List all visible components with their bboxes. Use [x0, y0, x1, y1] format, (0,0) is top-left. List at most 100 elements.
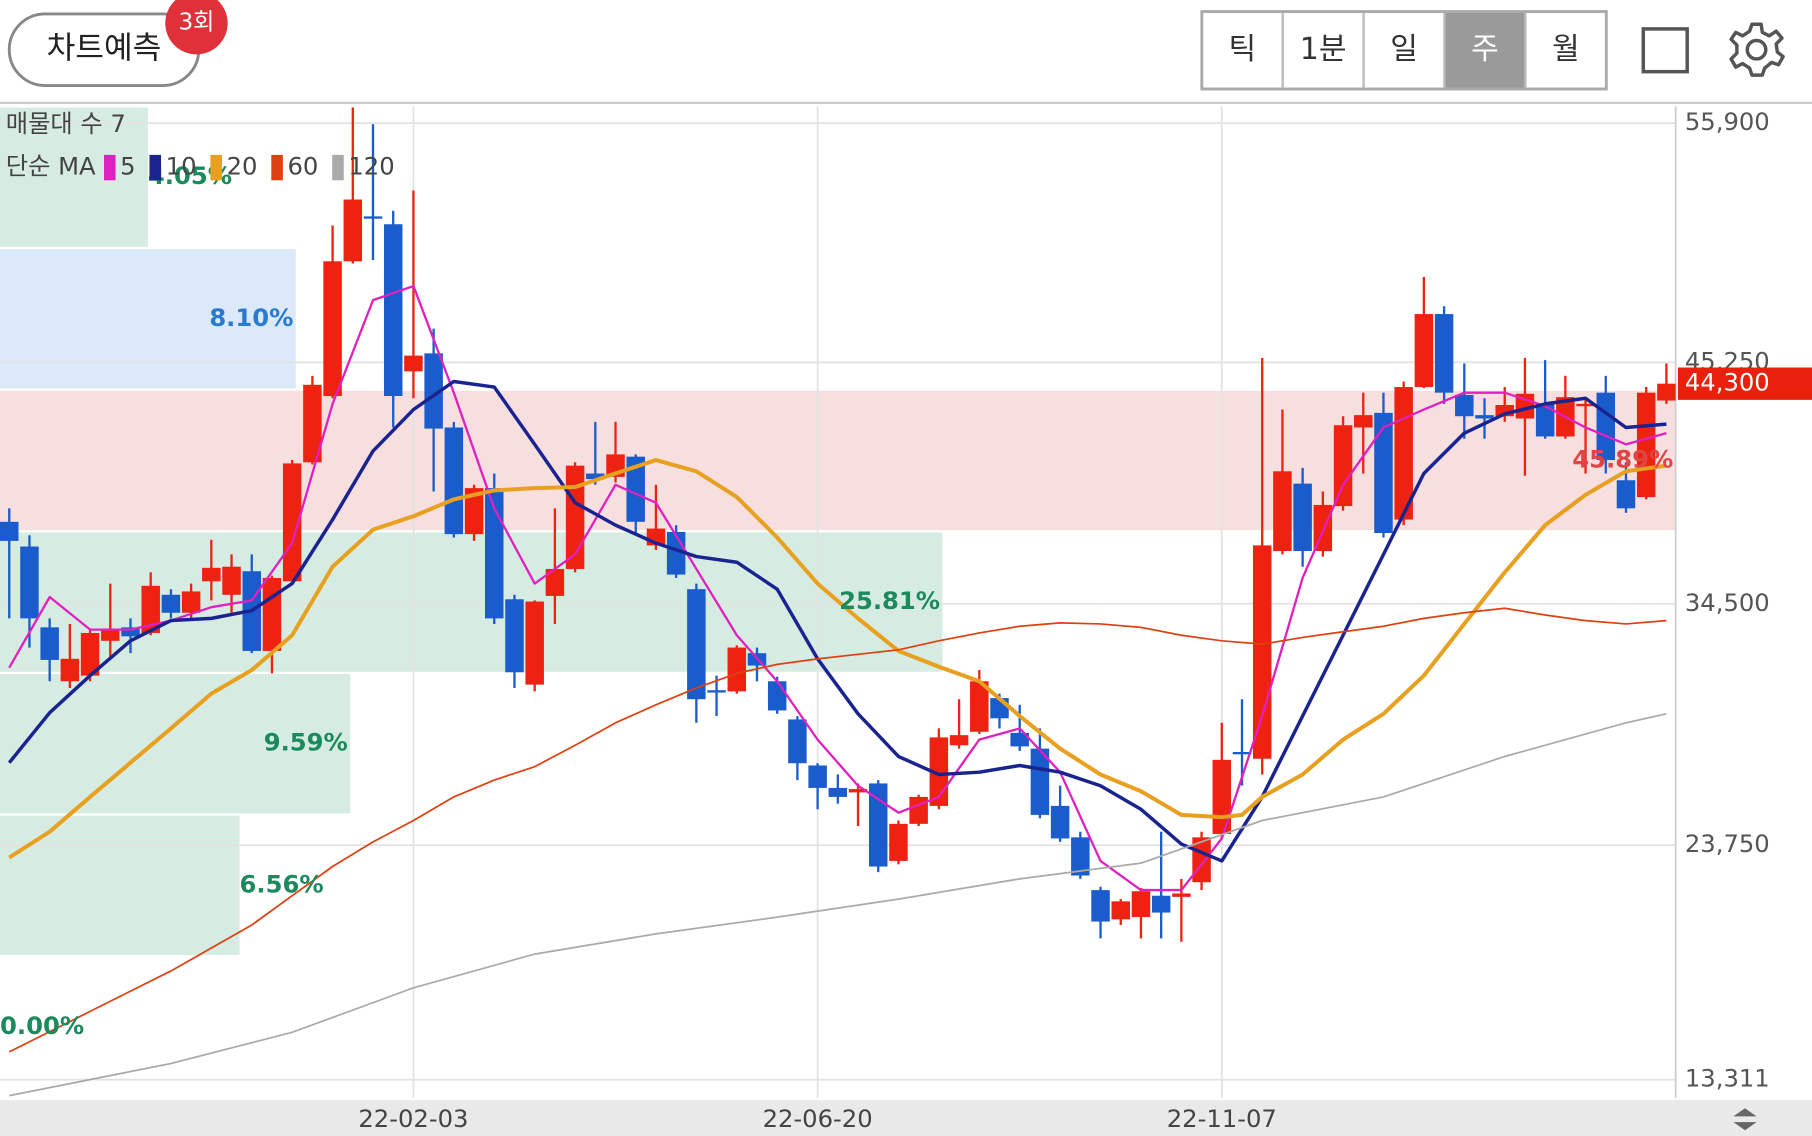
candle-body — [1071, 837, 1090, 876]
tab[interactable] — [1443, 10, 1527, 91]
candle-body — [1374, 412, 1393, 534]
candle-body — [323, 261, 342, 397]
period-tabs: 틱 1분 일 주 월 — [1200, 10, 1608, 91]
volume-profile-bar — [0, 107, 148, 247]
volume-profile-label: 45.89% — [1572, 444, 1673, 473]
ma-line — [9, 712, 1667, 1097]
gear-outline — [1729, 22, 1785, 77]
tab-label: 주 — [1471, 32, 1499, 67]
volume-profile-bar — [0, 815, 240, 956]
candle-body — [808, 765, 827, 788]
candle-body — [586, 473, 605, 480]
candle-body — [1414, 314, 1434, 388]
candle-body — [363, 216, 383, 219]
candle-body — [788, 719, 807, 764]
candle-body — [1151, 895, 1171, 913]
plot-area: 4.05%8.10%45.89%25.81%9.59%6.56%0.00% — [0, 106, 1677, 1098]
candle-body — [141, 585, 160, 633]
legend-swatch — [332, 154, 344, 181]
candle-body — [222, 566, 241, 595]
candle-body — [1010, 732, 1029, 747]
ma-label: 단순 MA — [6, 152, 96, 181]
candle-body — [1212, 759, 1232, 834]
tab-label: 일 — [1390, 32, 1418, 67]
candle-body — [485, 488, 504, 619]
candle-body — [404, 355, 423, 372]
candle-body — [383, 224, 403, 397]
candle-body — [626, 456, 645, 522]
candle-body — [848, 789, 868, 793]
predict-button-label: 차트예측 — [47, 31, 162, 67]
candle-body — [1232, 751, 1252, 755]
legend-label: 20 — [227, 152, 258, 181]
ma-line — [8, 284, 1667, 892]
arrow-up — [1733, 1108, 1757, 1117]
candle-body — [424, 353, 443, 429]
square-icon[interactable] — [1641, 27, 1689, 74]
candle-body — [565, 465, 585, 569]
profile-label: 매물대 수 7 — [6, 109, 126, 138]
candle-body — [1333, 425, 1353, 507]
volume-profile-label: 6.56% — [240, 869, 324, 898]
legend-swatch — [210, 154, 222, 181]
tab-label: 틱 — [1228, 32, 1256, 67]
candle-body — [0, 521, 19, 541]
volume-profile-label: 8.10% — [209, 303, 293, 332]
candle-body — [1273, 471, 1292, 551]
candle-body — [101, 629, 120, 641]
candle-body — [202, 567, 221, 582]
volume-profile-bar — [0, 674, 351, 814]
candle-body — [40, 627, 59, 660]
x-axis: 22-02-03 22-06-20 22-11-07 — [358, 1104, 1276, 1133]
candle-body — [343, 199, 363, 262]
legend-label: 10 — [166, 152, 197, 181]
candle-body — [1172, 893, 1191, 897]
header: 차트예측 3회 틱 1분 일 주 월 — [0, 0, 1812, 105]
legend-label: 60 — [287, 152, 318, 181]
candle-body — [970, 681, 989, 732]
candle-body — [161, 594, 181, 613]
candle-body — [303, 384, 322, 463]
ma-line — [7, 379, 1667, 863]
tab-label: 월 — [1552, 32, 1580, 67]
arrow-down — [1733, 1122, 1757, 1131]
candle-body — [1131, 891, 1151, 918]
volume-profile-label: 9.59% — [264, 728, 348, 757]
candle-body — [1495, 405, 1514, 417]
candle-body — [1050, 805, 1070, 839]
candle-body — [1111, 901, 1130, 920]
gear-hole — [1745, 38, 1768, 61]
current-price-label: 44,300 — [1685, 368, 1770, 397]
settings-icon[interactable] — [1729, 22, 1785, 77]
candle-body — [121, 627, 140, 637]
candle-body — [505, 599, 524, 673]
candle-body — [80, 632, 100, 676]
candle-body — [687, 589, 706, 700]
candle-body — [20, 546, 39, 619]
scroll-arrows[interactable] — [1733, 1108, 1757, 1131]
candle-body — [707, 690, 726, 693]
candle-body — [1252, 545, 1272, 759]
candle-body — [282, 463, 302, 582]
candle-body — [828, 787, 848, 797]
legend-swatch — [104, 154, 116, 181]
candle-body — [909, 796, 928, 824]
candle-body — [1616, 480, 1636, 509]
candle-body — [181, 591, 201, 613]
volume-profile-bar — [0, 249, 296, 389]
y-tick-label: 23,750 — [1685, 829, 1770, 858]
candle-body — [727, 647, 747, 692]
current-price-box — [1677, 367, 1812, 400]
candle-body — [1434, 314, 1454, 393]
candle-body — [1576, 403, 1595, 407]
candle-body — [767, 681, 787, 711]
candle-body — [1293, 483, 1312, 551]
legend-label: 120 — [348, 152, 394, 181]
tab[interactable] — [1362, 10, 1446, 91]
x-tick-label: 22-06-20 — [763, 1104, 873, 1133]
x-axis-strip — [0, 1100, 1812, 1136]
legend-label: 5 — [120, 152, 135, 181]
volume-profile-bar — [0, 532, 943, 672]
